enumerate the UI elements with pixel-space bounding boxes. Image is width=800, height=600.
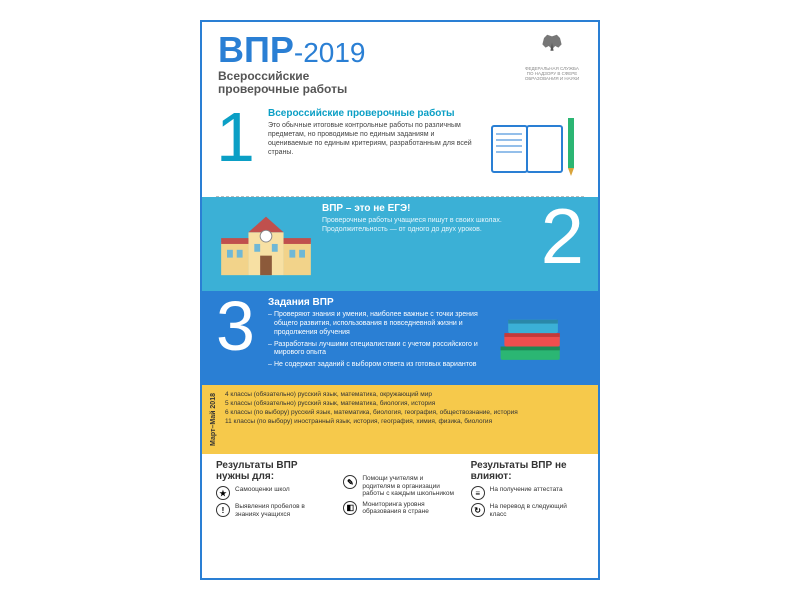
schedule-l4: 11 классы (по выбору) иностранный язык, … [225, 418, 518, 427]
open-book-icon [484, 112, 584, 182]
results-not-title: Результаты ВПР не влияют: [471, 460, 584, 482]
doc-icon: ≡ [471, 486, 485, 500]
schedule-l2: 5 классы (обязательно) русский язык, мат… [225, 400, 518, 409]
results-need-col2: . ✎ Помощи учителям и родителям в органи… [343, 460, 456, 521]
exclaim-icon: ! [216, 503, 230, 517]
refresh-icon: ↻ [471, 503, 485, 517]
section-1-title: Всероссийские проверочные работы [268, 108, 478, 119]
result-text: На перевод в следующий класс [490, 503, 584, 518]
section-3-title: Задания ВПР [268, 297, 478, 308]
schedule-l3: 6 классы (по выбору) русский язык, матем… [225, 409, 518, 418]
section-2-title: ВПР – это не ЕГЭ! [322, 203, 522, 214]
title-main: ВПР-2019 [218, 32, 366, 68]
title-year: -2019 [294, 37, 366, 68]
section-2-text: ВПР – это не ЕГЭ! Проверочные работы уча… [316, 203, 528, 281]
result-text: Самооценки школ [235, 486, 290, 493]
section-1-body: Это обычные итоговые контрольные работы … [268, 122, 478, 157]
results-not-col: Результаты ВПР не влияют: ≡ На получение… [471, 460, 584, 521]
emblem-block: ФЕДЕРАЛЬНАЯ СЛУЖБА ПО НАДЗОРУ В СФЕРЕ ОБ… [522, 32, 582, 96]
title-subtitle: Всероссийские проверочные работы [218, 70, 366, 96]
results-need-title: Результаты ВПР нужны для: [216, 460, 329, 482]
subtitle-l2: проверочные работы [218, 82, 347, 96]
section-3-b3: Не содержат заданий с выбором ответа из … [268, 361, 478, 370]
result-text: На получение аттестата [490, 486, 563, 493]
schedule-l1: 4 классы (обязательно) русский язык, мат… [225, 391, 518, 400]
section-3-illustration [484, 297, 584, 375]
result-text: Мониторинга уровня образования в стране [362, 501, 456, 516]
title-acronym: ВПР [218, 29, 294, 70]
section-1-number: 1 [216, 108, 262, 186]
section-3-b1: Проверяют знания и умения, наиболее важн… [268, 311, 478, 337]
section-1-text: Всероссийские проверочные работы Это обы… [262, 108, 484, 186]
schedule-label: Март–Май 2018 [208, 391, 219, 448]
title-block: ВПР-2019 Всероссийские проверочные работ… [218, 32, 366, 96]
section-3: 3 Задания ВПР Проверяют знания и умения,… [202, 291, 598, 385]
schedule-block: Март–Май 2018 4 классы (обязательно) рус… [202, 385, 598, 454]
result-item: ↻ На перевод в следующий класс [471, 503, 584, 518]
header: ВПР-2019 Всероссийские проверочные работ… [202, 22, 598, 102]
result-text: Помощи учителям и родителям в организаци… [362, 475, 456, 497]
section-2-number: 2 [528, 203, 584, 281]
results-need-col: Результаты ВПР нужны для: ★ Самооценки ш… [216, 460, 329, 521]
eagle-emblem-icon [536, 32, 568, 60]
result-item: ★ Самооценки школ [216, 486, 329, 500]
section-2: ВПР – это не ЕГЭ! Проверочные работы уча… [202, 197, 598, 291]
results-block: Результаты ВПР нужны для: ★ Самооценки ш… [202, 454, 598, 529]
star-icon: ★ [216, 486, 230, 500]
result-text: Выявления пробелов в знаниях учащихся [235, 503, 329, 518]
section-3-text: Задания ВПР Проверяют знания и умения, н… [262, 297, 484, 375]
stacked-books-icon [491, 301, 577, 371]
pencil-icon: ✎ [343, 475, 357, 489]
section-3-number: 3 [216, 297, 262, 375]
chart-icon: ◧ [343, 501, 357, 515]
section-2-body: Проверочные работы учащиеся пишут в свои… [322, 217, 522, 235]
result-item: ≡ На получение аттестата [471, 486, 584, 500]
school-building-icon [216, 203, 316, 281]
section-2-illustration [216, 203, 316, 281]
subtitle-l1: Всероссийские [218, 69, 309, 83]
section-3-bullets: Проверяют знания и умения, наиболее важн… [268, 311, 478, 370]
emblem-caption: ФЕДЕРАЛЬНАЯ СЛУЖБА ПО НАДЗОРУ В СФЕРЕ ОБ… [522, 67, 582, 82]
section-1-illustration [484, 108, 584, 186]
result-item: ✎ Помощи учителям и родителям в организа… [343, 475, 456, 497]
result-item: ! Выявления пробелов в знаниях учащихся [216, 503, 329, 518]
infographic-poster: ВПР-2019 Всероссийские проверочные работ… [200, 20, 600, 580]
section-1: 1 Всероссийские проверочные работы Это о… [202, 102, 598, 196]
section-3-b2: Разработаны лучшими специалистами с учет… [268, 341, 478, 359]
result-item: ◧ Мониторинга уровня образования в стран… [343, 501, 456, 516]
schedule-lines: 4 классы (обязательно) русский язык, мат… [219, 391, 518, 448]
